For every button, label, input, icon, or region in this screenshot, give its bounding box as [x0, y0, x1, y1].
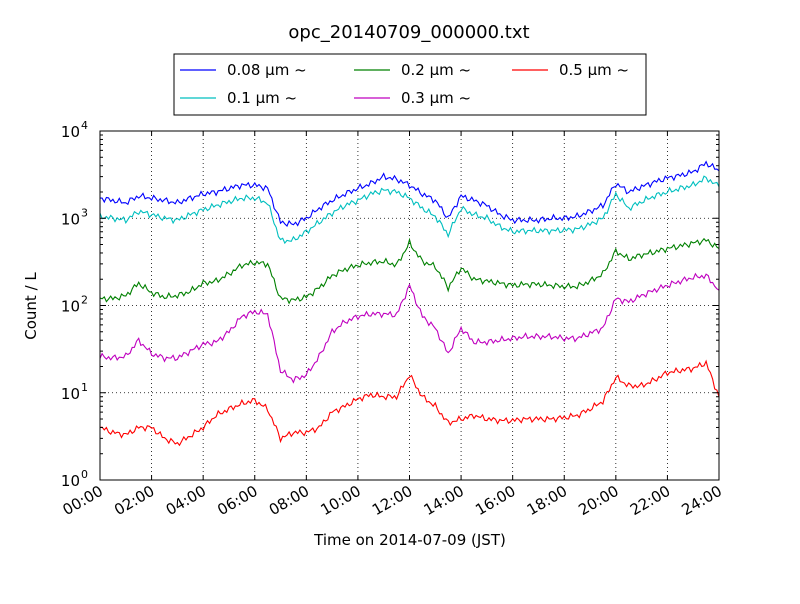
y-tick-label: 10 [61, 298, 80, 316]
x-tick-label: 16:00 [472, 482, 518, 519]
legend-frame [173, 53, 647, 116]
series-line-0 [100, 160, 720, 227]
legend: 0.08 μm ~ 0.1 μm ~ 0.2 μm ~ 0.3 μm ~ 0.5 μm … [173, 53, 647, 116]
chart-title: opc_20140709_000000.txt [288, 22, 529, 43]
y-tick-label: 10 [61, 385, 80, 403]
legend-label-2: 0.2 μm ~ [401, 61, 471, 79]
axis-ticks [99, 130, 720, 481]
y-axis-label: Count / L [22, 272, 40, 340]
series-line-1 [99, 175, 720, 245]
y-tick-label: 10 [61, 472, 80, 490]
y-tick-exponent: 3 [81, 206, 88, 219]
series-line-3 [99, 272, 720, 384]
x-tick-label: 18:00 [524, 482, 570, 519]
x-tick-label: 06:00 [214, 482, 260, 519]
x-tick-label: 10:00 [317, 482, 363, 519]
y-tick-exponent: 4 [81, 119, 88, 132]
y-tick-label: 10 [61, 210, 80, 228]
y-tick-exponent: 0 [81, 468, 88, 481]
y-tick-exponent: 1 [81, 381, 88, 394]
x-tick-label: 20:00 [575, 482, 621, 519]
x-axis-label: Time on 2014-07-09 (JST) [313, 531, 506, 549]
x-tick-label: 22:00 [627, 482, 673, 519]
legend-label-3: 0.3 μm ~ [401, 89, 471, 107]
series-line-4 [99, 359, 720, 447]
x-tick-label: 12:00 [369, 482, 415, 519]
x-tick-label: 24:00 [679, 482, 725, 519]
series-line-2 [99, 237, 720, 305]
x-tick-label: 04:00 [163, 482, 209, 519]
x-tick-label: 14:00 [421, 482, 467, 519]
legend-label-1: 0.1 μm ~ [227, 89, 297, 107]
legend-label-4: 0.5 μm ~ [559, 61, 629, 79]
legend-label-0: 0.08 μm ~ [227, 61, 307, 79]
x-tick-label: 02:00 [111, 482, 157, 519]
x-tick-label: 08:00 [266, 482, 312, 519]
series-lines [99, 160, 720, 447]
y-tick-label: 10 [61, 123, 80, 141]
x-tick-labels: 00:00 02:00 04:00 06:00 08:00 10:00 12:00 14:00… [60, 482, 725, 519]
y-tick-exponent: 2 [81, 294, 88, 307]
plot-area [100, 131, 719, 480]
